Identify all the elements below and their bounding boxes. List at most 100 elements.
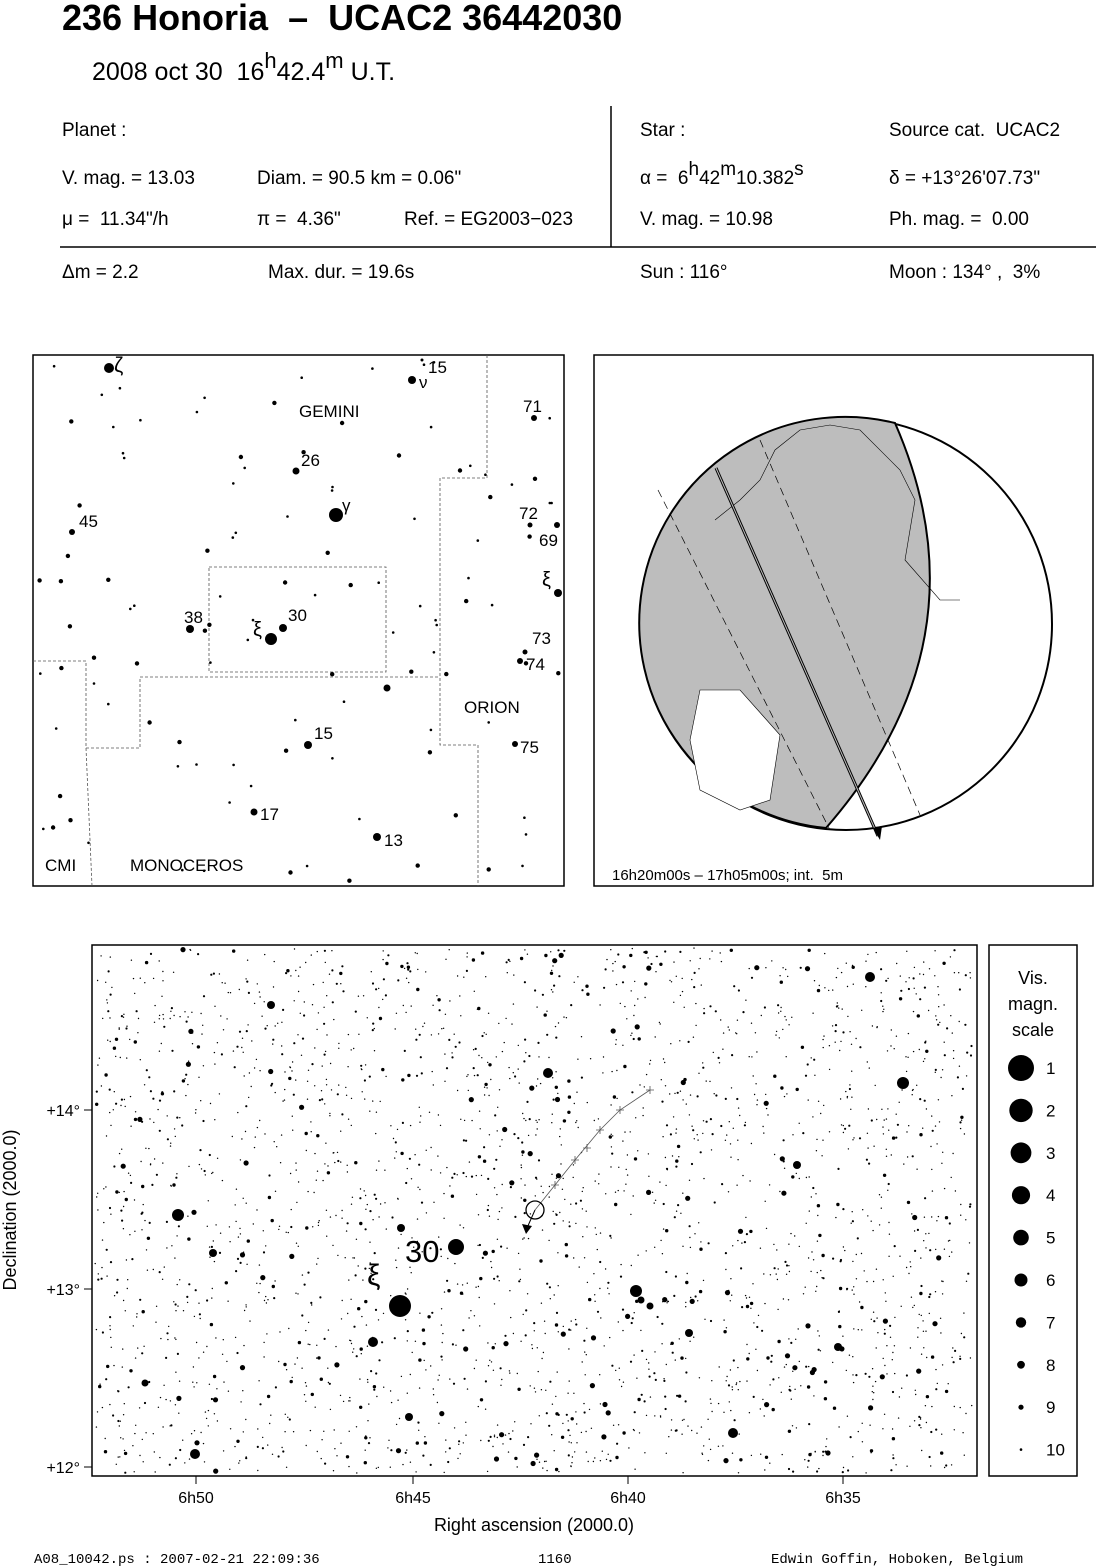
star [245, 1418, 247, 1421]
star [228, 801, 231, 804]
star [454, 1045, 457, 1048]
star [520, 1197, 522, 1199]
star [788, 1338, 790, 1340]
star [648, 1362, 650, 1364]
star [310, 1121, 312, 1123]
star [759, 1247, 762, 1249]
star [375, 1132, 377, 1135]
star [642, 1107, 644, 1109]
star [550, 951, 552, 953]
star [919, 1291, 923, 1296]
star [625, 1183, 627, 1185]
star [593, 1119, 595, 1122]
limit [657, 489, 831, 831]
star [617, 1189, 619, 1192]
star [305, 1444, 307, 1447]
star [615, 1369, 617, 1372]
star [602, 1056, 605, 1058]
star [301, 1367, 303, 1369]
star [413, 1246, 415, 1248]
star [679, 1090, 682, 1092]
star [949, 1239, 951, 1242]
star [199, 1317, 201, 1320]
star [456, 975, 459, 977]
star [122, 1205, 125, 1208]
star [611, 1070, 613, 1073]
star [745, 1233, 749, 1236]
star [112, 1046, 117, 1050]
star [763, 1006, 767, 1009]
star [314, 1085, 316, 1087]
max-dur: Max. dur. = 19.6s [268, 262, 414, 283]
star [416, 987, 420, 992]
star [599, 1460, 602, 1462]
star [816, 988, 821, 993]
star [519, 956, 524, 961]
star [106, 1002, 109, 1004]
parallax: π = 4.36" [257, 209, 341, 230]
star [176, 1116, 179, 1119]
star [186, 1295, 189, 1298]
star [543, 1320, 546, 1322]
star [575, 1411, 577, 1413]
star [761, 1329, 764, 1332]
star [327, 1165, 329, 1167]
star [235, 1220, 237, 1223]
star [756, 1104, 758, 1106]
star [737, 1472, 740, 1474]
star [683, 1006, 685, 1008]
star [925, 1108, 928, 1110]
star [307, 1190, 309, 1193]
star [113, 1091, 116, 1093]
star [851, 1096, 853, 1098]
star [901, 1387, 903, 1389]
star [929, 1293, 932, 1296]
label: 69 [539, 531, 558, 550]
star [108, 1206, 112, 1210]
star [369, 1241, 371, 1243]
star [163, 1266, 165, 1268]
star [347, 1312, 349, 1315]
star [906, 1131, 908, 1133]
star [425, 971, 427, 973]
star [918, 1313, 920, 1316]
ph-mag: Ph. mag. = 0.00 [889, 209, 1029, 230]
star [662, 1297, 668, 1303]
star [858, 1137, 862, 1140]
star [861, 1422, 863, 1425]
star [236, 1351, 239, 1355]
star [612, 1095, 617, 1099]
star [369, 1262, 371, 1264]
star [109, 1111, 111, 1114]
star [885, 1300, 887, 1303]
star [645, 1358, 648, 1361]
star [425, 1369, 427, 1371]
star [576, 1442, 578, 1444]
star [615, 1043, 617, 1046]
star [686, 1272, 688, 1275]
star [696, 1134, 698, 1136]
star [231, 536, 235, 539]
star [816, 1138, 818, 1141]
star [317, 1012, 320, 1014]
star [634, 980, 636, 983]
star [305, 961, 307, 964]
star [200, 1168, 203, 1170]
star [285, 1369, 288, 1371]
star [878, 1224, 881, 1226]
star [743, 1241, 747, 1244]
star [395, 1423, 398, 1426]
star [664, 950, 667, 953]
star [96, 1196, 98, 1198]
star [439, 1124, 442, 1127]
star [342, 700, 346, 703]
star [119, 1420, 122, 1422]
star [257, 1469, 259, 1472]
star [928, 1295, 931, 1299]
star [917, 1327, 919, 1329]
star [952, 1050, 955, 1052]
star [838, 1426, 840, 1428]
star [858, 1301, 861, 1303]
star [306, 1098, 309, 1100]
star [241, 1037, 244, 1040]
